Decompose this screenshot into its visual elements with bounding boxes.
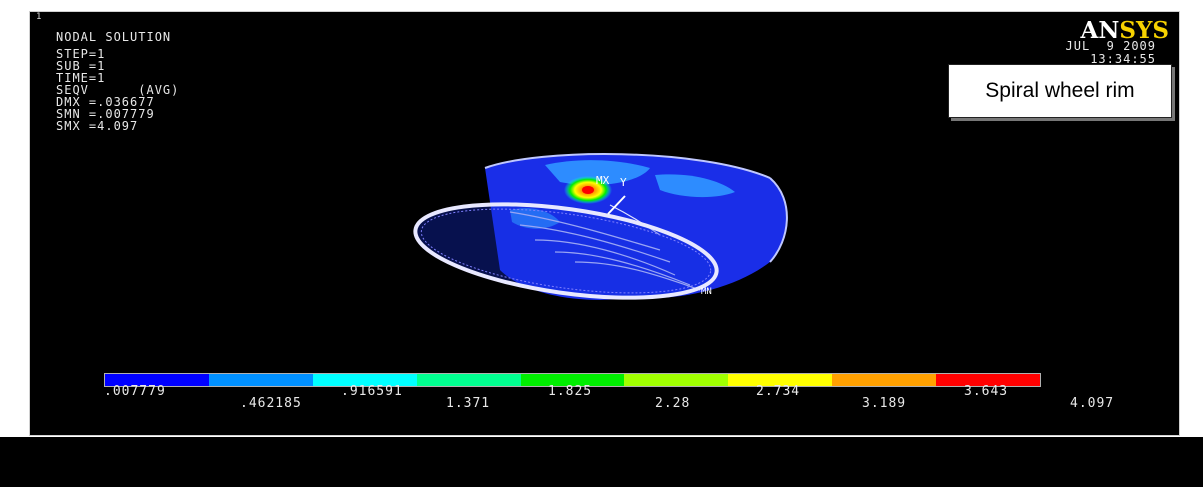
stress-patch [510,208,560,229]
legend-swatch-3 [312,374,417,386]
time-stamp: 13:34:55 [1090,52,1156,66]
contour-legend-bar [104,373,1041,387]
legend-swatch-8 [832,374,937,386]
legend-label: 1.825 [548,384,593,399]
legend-label: 3.189 [862,396,907,411]
info-line: SMX =4.097 [56,119,139,133]
legend-label: 1.371 [446,396,491,411]
legend-swatch-6 [624,374,729,386]
bottom-margin [0,437,1203,487]
date-stamp: JUL 9 2009 [1065,39,1156,53]
title-label: Spiral wheel rim [948,64,1172,118]
solution-info: NODAL SOLUTION STEP=1 SUB =1 TIME=1 SEQV… [56,31,179,132]
info-line: SMN =.007779 [56,107,155,121]
legend-label: .916591 [341,384,403,399]
ansys-logo: ANSYS [1080,17,1169,44]
marker-mn: MN [701,287,712,297]
logo-part-an: AN [1080,17,1120,44]
axis-arrow-icon [607,195,626,215]
legend-label: 2.734 [756,384,801,399]
logo-part-sys: SYS [1119,17,1169,44]
legend-swatch-4 [416,374,521,386]
marker-y: Y [620,176,627,189]
rim-top-edge [484,153,771,179]
rim-front-ring [413,202,719,300]
legend-label: 2.28 [655,396,691,411]
info-line: NODAL SOLUTION [56,30,172,44]
info-line: SEQV (AVG) [56,83,180,97]
marker-mx: MX [596,174,610,187]
window-number: 1 [36,12,42,22]
max-stress-core [582,186,594,194]
stress-patch [655,174,735,198]
info-line: TIME=1 [56,71,106,85]
legend-swatch-1 [105,374,209,386]
info-line: DMX =.036677 [56,95,155,109]
legend-swatch-5 [520,374,625,386]
rim-right-edge [769,177,788,263]
rim-front-ring-inner [420,208,712,294]
info-line: SUB =1 [56,59,106,73]
legend-label: .462185 [240,396,302,411]
legend-label: 3.643 [964,384,1009,399]
legend-label: 4.097 [1070,396,1115,411]
legend-swatch-2 [208,374,313,386]
legend-swatch-9 [936,374,1041,386]
info-line: STEP=1 [56,47,106,61]
legend-swatch-7 [728,374,833,386]
legend-label: .007779 [104,384,166,399]
stress-patch [545,160,650,186]
